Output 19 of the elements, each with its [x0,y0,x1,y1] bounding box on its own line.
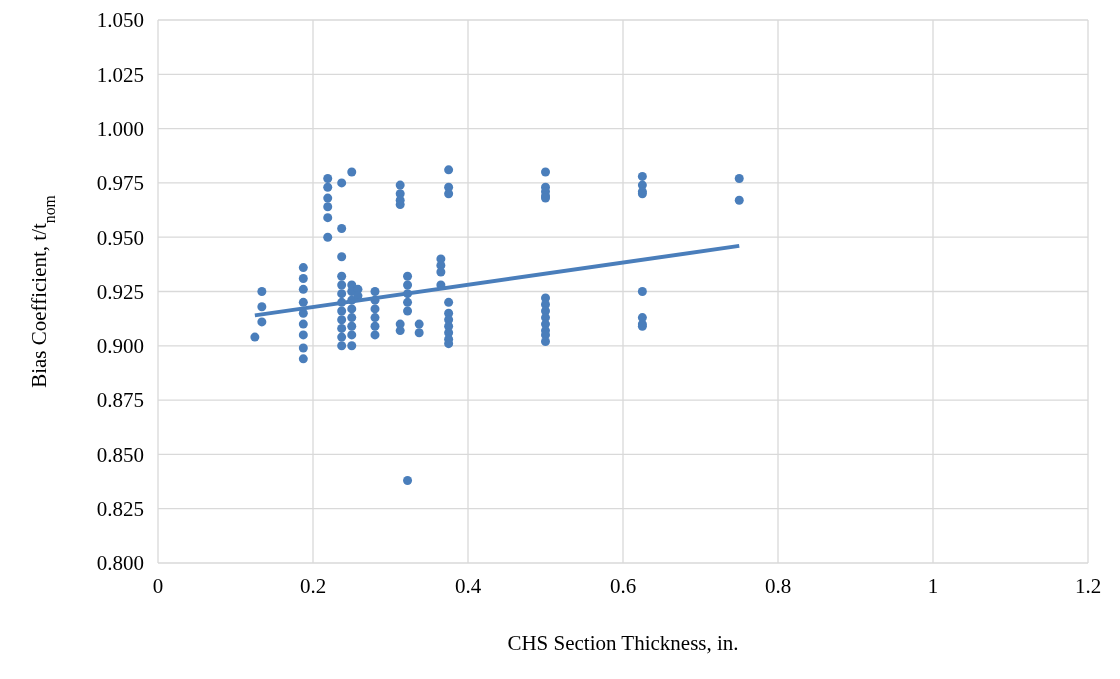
y-tick-label: 0.925 [96,279,144,304]
y-tick-label: 0.850 [96,442,144,467]
y-tick-label: 0.975 [96,171,144,196]
y-tick-label: 1.025 [96,62,144,87]
y-tick-label: 1.050 [96,8,144,33]
y-tick-label: 0.900 [96,334,144,359]
x-tick-label: 0.2 [299,574,327,598]
y-tick-label: 1.000 [96,116,144,141]
x-tick-label: 0.6 [609,574,637,598]
x-tick-label: 1.2 [1074,574,1102,598]
y-tick-label: 0.875 [96,388,144,413]
x-tick-label: 0.4 [454,574,482,598]
x-tick-label: 0.8 [764,574,792,598]
x-tick-label: 1 [927,574,939,598]
x-tick-label: 0 [152,574,164,598]
x-axis-title: CHS Section Thickness, in. [507,631,739,655]
y-tick-label: 0.950 [96,225,144,250]
y-tick-label: 0.800 [96,551,144,576]
y-tick-label: 0.825 [96,497,144,522]
